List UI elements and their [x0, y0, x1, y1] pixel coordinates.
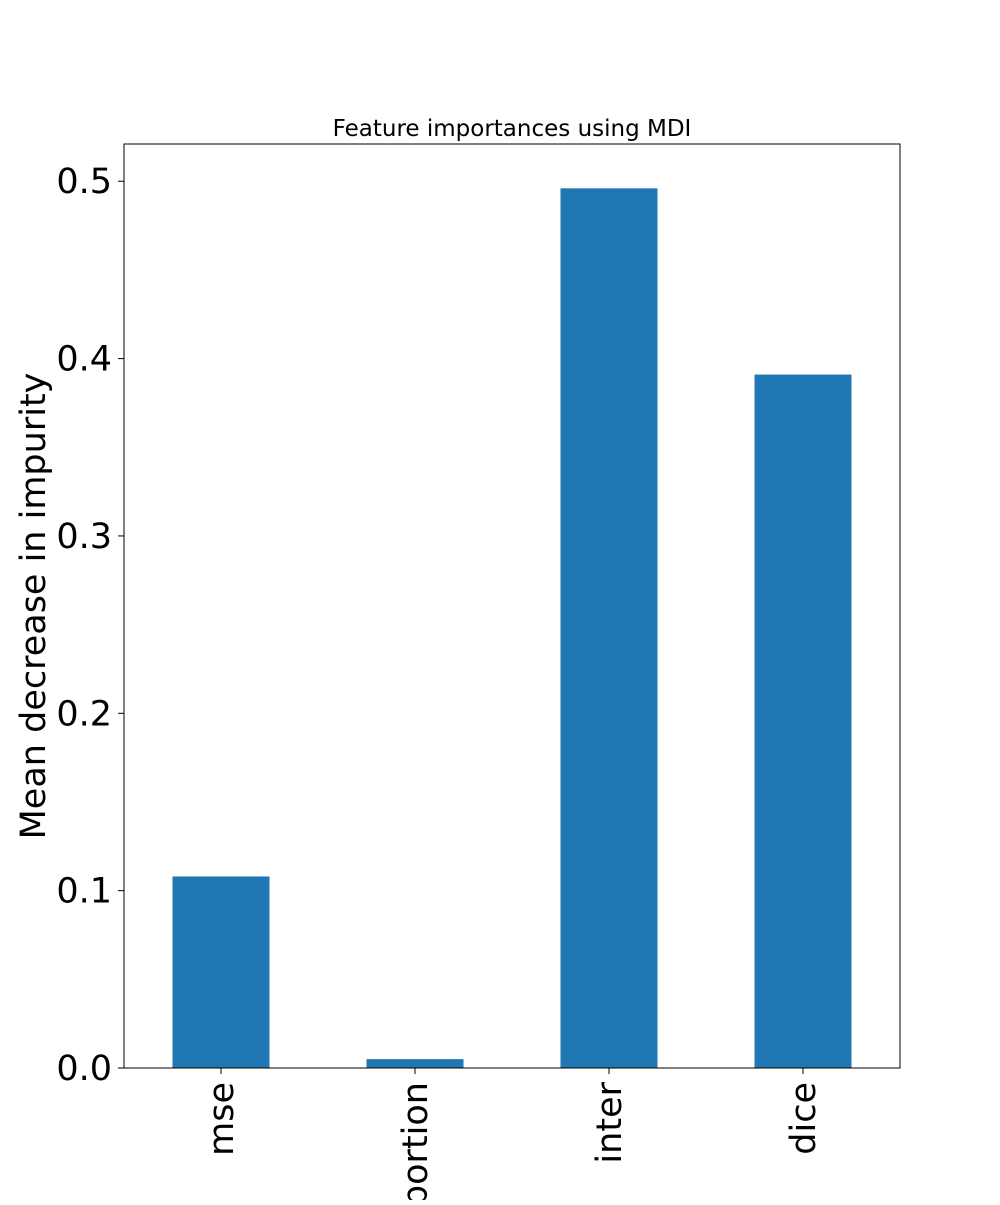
bar-dice	[754, 374, 852, 1068]
bar-proportion	[366, 1059, 464, 1068]
y-axis-label: Mean decrease in impurity	[14, 373, 54, 840]
bar-mse	[172, 876, 270, 1068]
x-tick-label-dice: dice	[784, 1082, 824, 1155]
x-ticks-group: mse proportion inter dice	[202, 1068, 824, 1205]
bars-group	[172, 188, 852, 1068]
y-tick-label: 0.2	[56, 694, 112, 734]
y-ticks-group: 0.0 0.1 0.2 0.3 0.4 0.5	[56, 162, 124, 1089]
plot-frame	[123, 143, 901, 1069]
x-tick-label-proportion: proportion	[396, 1082, 436, 1200]
bar-inter	[560, 188, 658, 1068]
x-tick-label-inter: inter	[590, 1081, 630, 1163]
y-tick-label: 0.0	[56, 1049, 112, 1089]
y-tick-label: 0.3	[56, 517, 112, 557]
x-tick-label-mse: mse	[202, 1082, 242, 1156]
y-tick-label: 0.1	[56, 872, 112, 912]
chart-title: Feature importances using MDI	[333, 116, 692, 142]
y-tick-label: 0.5	[56, 162, 112, 202]
y-tick-label: 0.4	[56, 340, 112, 380]
